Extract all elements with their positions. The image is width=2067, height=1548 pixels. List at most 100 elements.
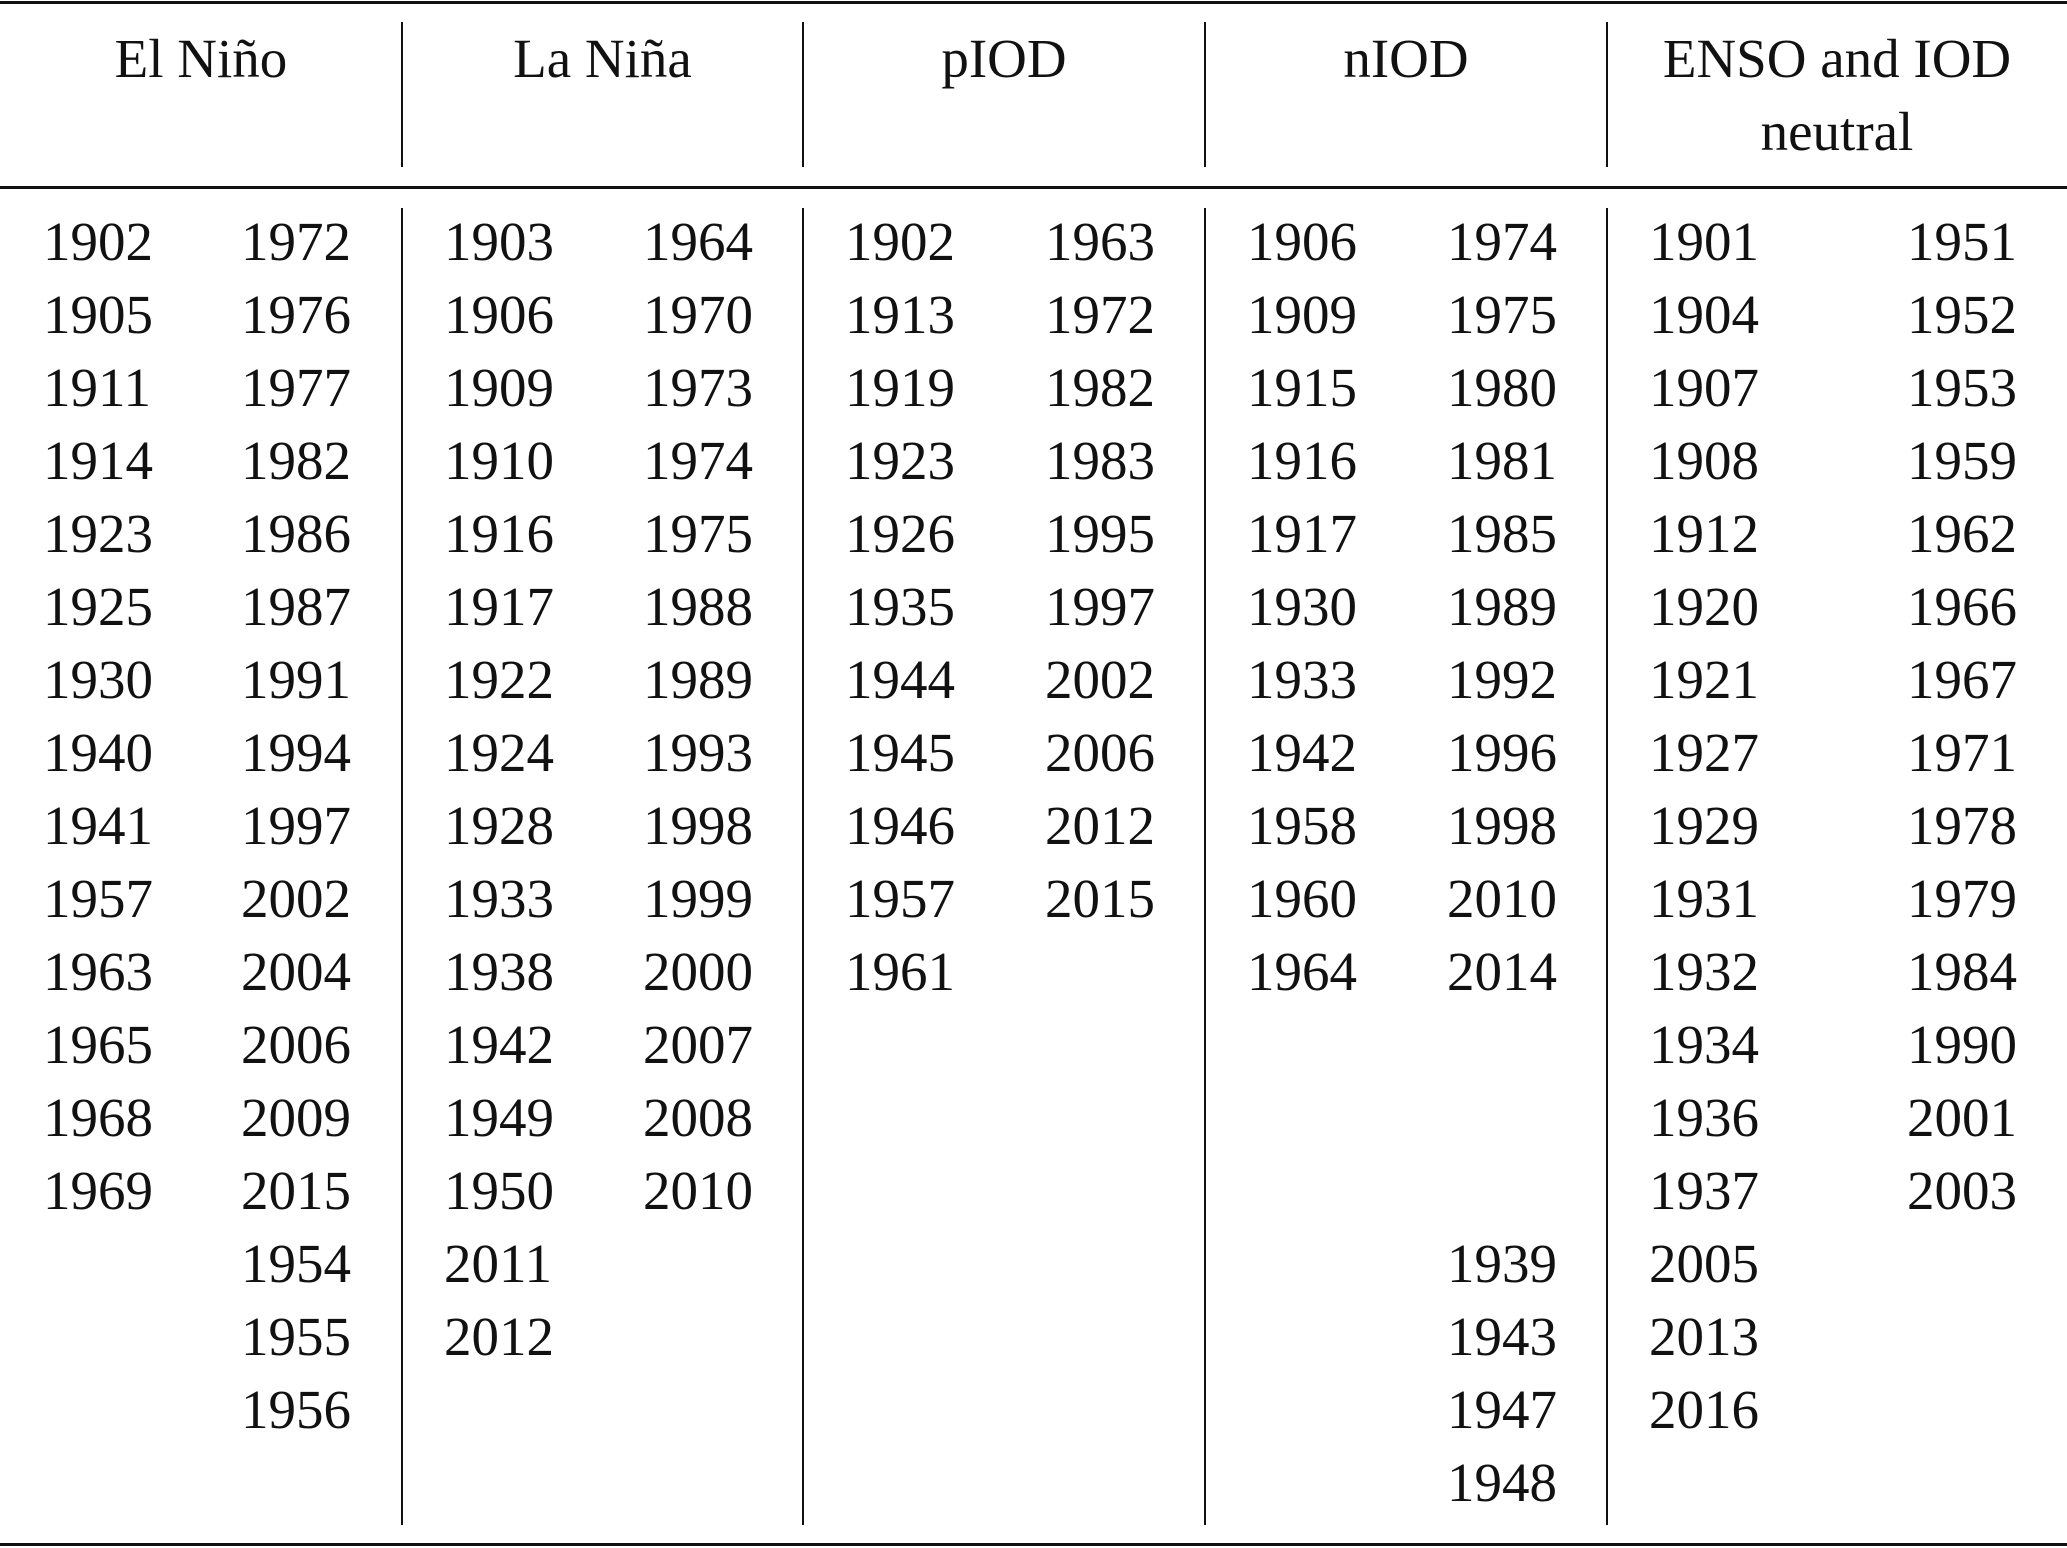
year-cell: 2014 <box>1447 941 1557 1002</box>
year-cell: 1917 <box>1247 503 1357 564</box>
year-cell: 1950 <box>444 1160 554 1221</box>
year-cell: 1963 <box>1045 211 1155 272</box>
year-cell: 1904 <box>1649 284 1759 345</box>
year-cell: 1998 <box>643 795 753 856</box>
year-cell: 1917 <box>444 576 554 637</box>
year-cell: 1909 <box>444 357 554 418</box>
year-cell: 1930 <box>1247 576 1357 637</box>
year-cell: 1928 <box>444 795 554 856</box>
year-cell: 1910 <box>444 430 554 491</box>
year-cell: 1966 <box>1907 576 2017 637</box>
year-cell: 1938 <box>444 941 554 1002</box>
year-cell: 1985 <box>1447 503 1557 564</box>
year-cell: 2012 <box>1045 795 1155 856</box>
year-cell: 2008 <box>643 1087 753 1148</box>
year-cell: 1901 <box>1649 211 1759 272</box>
year-cell: 2011 <box>444 1233 552 1294</box>
year-cell: 1953 <box>1907 357 2017 418</box>
year-cell: 1913 <box>845 284 955 345</box>
column-divider <box>1606 22 1608 167</box>
year-cell: 2007 <box>643 1014 753 1075</box>
year-cell: 1932 <box>1649 941 1759 1002</box>
year-cell: 1970 <box>643 284 753 345</box>
year-cell: 1968 <box>43 1087 153 1148</box>
year-cell: 1958 <box>1247 795 1357 856</box>
year-cell: 1911 <box>43 357 151 418</box>
year-cell: 1977 <box>241 357 351 418</box>
year-cell: 2006 <box>241 1014 351 1075</box>
year-cell: 1955 <box>241 1306 351 1367</box>
year-cell: 2010 <box>643 1160 753 1221</box>
column-divider <box>802 208 804 1525</box>
year-cell: 1983 <box>1045 430 1155 491</box>
year-cell: 1939 <box>1447 1233 1557 1294</box>
year-cell: 1902 <box>43 211 153 272</box>
year-cell: 1936 <box>1649 1087 1759 1148</box>
year-cell: 1976 <box>241 284 351 345</box>
column-header: El Niño <box>114 28 288 89</box>
year-cell: 1954 <box>241 1233 351 1294</box>
year-cell: 1903 <box>444 211 554 272</box>
column-header: ENSO and IOD neutral <box>1662 28 2012 162</box>
year-cell: 1988 <box>643 576 753 637</box>
year-cell: 1933 <box>444 868 554 929</box>
year-cell: 1984 <box>1907 941 2017 1002</box>
year-cell: 1961 <box>845 941 955 1002</box>
year-cell: 1982 <box>1045 357 1155 418</box>
year-cell: 1942 <box>444 1014 554 1075</box>
year-cell: 2002 <box>1045 649 1155 710</box>
year-cell: 2000 <box>643 941 753 1002</box>
year-cell: 1996 <box>1447 722 1557 783</box>
year-cell: 1943 <box>1447 1306 1557 1367</box>
year-cell: 1991 <box>241 649 351 710</box>
year-cell: 1981 <box>1447 430 1557 491</box>
year-cell: 2012 <box>444 1306 554 1367</box>
column-divider <box>1606 208 1608 1525</box>
year-cell: 1925 <box>43 576 153 637</box>
year-cell: 1997 <box>1045 576 1155 637</box>
column-divider <box>401 22 403 167</box>
year-cell: 1920 <box>1649 576 1759 637</box>
year-cell: 1978 <box>1907 795 2017 856</box>
year-cell: 1908 <box>1649 430 1759 491</box>
year-cell: 1906 <box>444 284 554 345</box>
year-cell: 1959 <box>1907 430 2017 491</box>
year-cell: 1995 <box>1045 503 1155 564</box>
year-cell: 1960 <box>1247 868 1357 929</box>
year-cell: 1940 <box>43 722 153 783</box>
year-cell: 1937 <box>1649 1160 1759 1221</box>
year-cell: 1975 <box>643 503 753 564</box>
year-cell: 1974 <box>643 430 753 491</box>
year-cell: 1967 <box>1907 649 2017 710</box>
column-divider <box>1204 208 1206 1525</box>
year-cell: 1990 <box>1907 1014 2017 1075</box>
year-cell: 2013 <box>1649 1306 1759 1367</box>
year-cell: 1997 <box>241 795 351 856</box>
year-cell: 1944 <box>845 649 955 710</box>
year-cell: 1945 <box>845 722 955 783</box>
year-cell: 1927 <box>1649 722 1759 783</box>
year-cell: 1923 <box>43 503 153 564</box>
year-cell: 1931 <box>1649 868 1759 929</box>
year-cell: 1986 <box>241 503 351 564</box>
year-cell: 1922 <box>444 649 554 710</box>
year-cell: 1962 <box>1907 503 2017 564</box>
year-cell: 1963 <box>43 941 153 1002</box>
year-cell: 2015 <box>1045 868 1155 929</box>
year-cell: 1957 <box>43 868 153 929</box>
year-cell: 1905 <box>43 284 153 345</box>
year-cell: 1915 <box>1247 357 1357 418</box>
year-cell: 1987 <box>241 576 351 637</box>
year-cell: 1919 <box>845 357 955 418</box>
year-cell: 1979 <box>1907 868 2017 929</box>
year-cell: 2003 <box>1907 1160 2017 1221</box>
year-cell: 1949 <box>444 1087 554 1148</box>
year-cell: 1998 <box>1447 795 1557 856</box>
year-cell: 1965 <box>43 1014 153 1075</box>
year-cell: 1942 <box>1247 722 1357 783</box>
year-cell: 1914 <box>43 430 153 491</box>
year-cell: 2006 <box>1045 722 1155 783</box>
year-cell: 1972 <box>241 211 351 272</box>
year-cell: 1934 <box>1649 1014 1759 1075</box>
year-cell: 2015 <box>241 1160 351 1221</box>
